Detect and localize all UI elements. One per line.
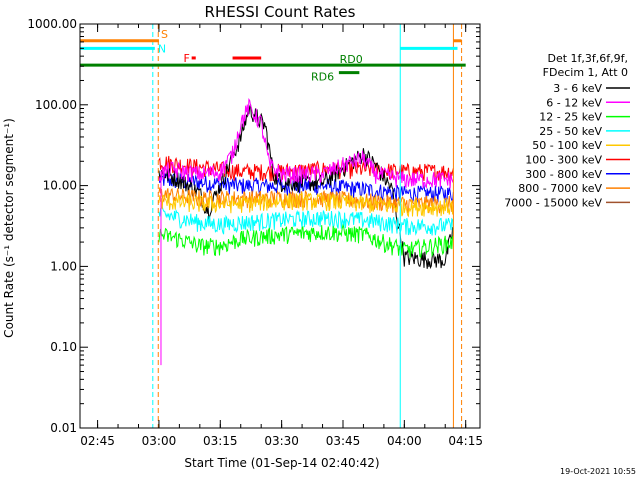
legend-label-7: 800 - 7000 keV: [518, 182, 602, 195]
y-tick-label-5: 1000.00: [27, 17, 77, 31]
y-tick-label-3: 10.00: [43, 179, 77, 193]
x-tick-label-3: 03:30: [264, 434, 299, 448]
x-tick-label-0: 02:45: [80, 434, 115, 448]
series-line-0: [158, 104, 454, 270]
legend-header-line-2: FDecim 1, Att 0: [543, 66, 628, 79]
x-tick-label-4: 03:45: [326, 434, 361, 448]
flag-label-N: N: [158, 42, 166, 55]
series-line-1: [158, 97, 454, 189]
series-line-3: [158, 205, 454, 236]
x-tick-label-1: 03:00: [142, 434, 177, 448]
y-tick-label-4: 100.00: [35, 98, 77, 112]
legend-label-8: 7000 - 15000 keV: [504, 196, 602, 209]
series-line-2: [158, 223, 454, 259]
series-line-6: [158, 171, 454, 204]
flag-label-S: S: [161, 28, 168, 41]
legend-label-2: 12 - 25 keV: [539, 111, 602, 124]
y-tick-label-2: 1.00: [50, 259, 77, 273]
chart-title: RHESSI Count Rates: [205, 3, 356, 21]
flag-label-F: F: [183, 52, 189, 65]
series-line-4: [158, 192, 454, 218]
y-axis-label: Count Rate (s⁻¹ detector segment⁻¹): [2, 118, 16, 338]
legend-label-1: 6 - 12 keV: [546, 96, 602, 109]
legend-label-0: 3 - 6 keV: [553, 82, 602, 95]
x-tick-label-6: 04:15: [448, 434, 483, 448]
legend-header-line-1: Det 1f,3f,6f,9f,: [547, 52, 628, 65]
series-layer: [158, 97, 454, 366]
legend-label-5: 100 - 300 keV: [525, 154, 602, 167]
y-tick-label-1: 0.10: [50, 340, 77, 354]
plot-frame: [79, 23, 481, 429]
footer-date: 19-Oct-2021 10:55: [560, 467, 636, 476]
y-tick-label-0: 0.01: [50, 421, 77, 435]
legend-label-6: 300 - 800 keV: [525, 168, 602, 181]
x-tick-label-5: 04:00: [387, 434, 422, 448]
legend-label-3: 25 - 50 keV: [539, 125, 602, 138]
axis-layer: 0.01 0.10 1.00 10.00 100.00 1000.00 02:45 03:00…: [27, 17, 483, 448]
x-axis-label: Start Time (01-Sep-14 02:40:42): [184, 456, 379, 470]
x-tick-label-2: 03:15: [203, 434, 238, 448]
flag-label-RD6: RD6: [311, 71, 334, 84]
legend-label-4: 50 - 100 keV: [532, 139, 602, 152]
flag-label-RD0: RD0: [340, 53, 363, 66]
